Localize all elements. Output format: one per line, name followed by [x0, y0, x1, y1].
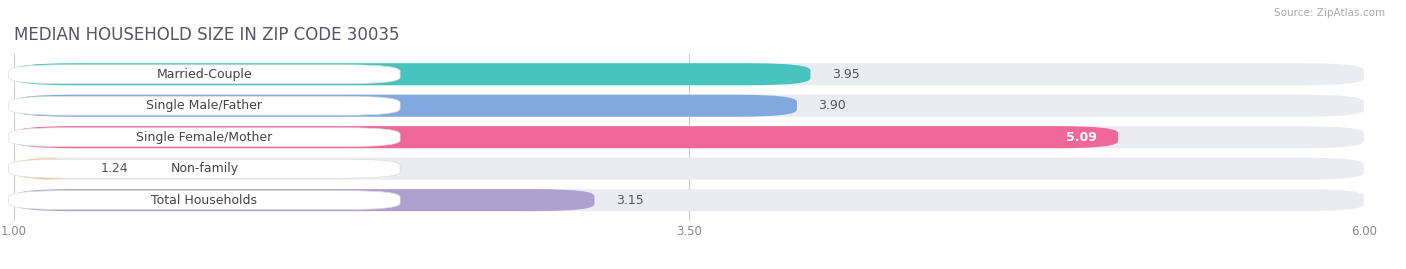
FancyBboxPatch shape: [14, 63, 810, 85]
FancyBboxPatch shape: [14, 158, 79, 180]
FancyBboxPatch shape: [8, 65, 401, 84]
FancyBboxPatch shape: [8, 96, 401, 115]
FancyBboxPatch shape: [14, 189, 595, 211]
Text: 1.24: 1.24: [100, 162, 128, 175]
Text: Single Male/Father: Single Male/Father: [146, 99, 263, 112]
Text: Source: ZipAtlas.com: Source: ZipAtlas.com: [1274, 8, 1385, 18]
FancyBboxPatch shape: [8, 128, 401, 147]
Text: 3.90: 3.90: [818, 99, 846, 112]
FancyBboxPatch shape: [14, 158, 1364, 180]
Text: Single Female/Mother: Single Female/Mother: [136, 131, 273, 144]
FancyBboxPatch shape: [14, 189, 1364, 211]
FancyBboxPatch shape: [14, 126, 1118, 148]
FancyBboxPatch shape: [8, 159, 401, 178]
FancyBboxPatch shape: [14, 95, 1364, 117]
FancyBboxPatch shape: [8, 191, 401, 210]
Text: Married-Couple: Married-Couple: [156, 68, 252, 81]
Text: 3.95: 3.95: [832, 68, 859, 81]
FancyBboxPatch shape: [14, 126, 1364, 148]
Text: Non-family: Non-family: [170, 162, 239, 175]
Text: 5.09: 5.09: [1066, 131, 1097, 144]
Text: 3.15: 3.15: [616, 194, 644, 207]
FancyBboxPatch shape: [14, 95, 797, 117]
Text: Total Households: Total Households: [152, 194, 257, 207]
Text: MEDIAN HOUSEHOLD SIZE IN ZIP CODE 30035: MEDIAN HOUSEHOLD SIZE IN ZIP CODE 30035: [14, 26, 399, 44]
FancyBboxPatch shape: [14, 63, 1364, 85]
